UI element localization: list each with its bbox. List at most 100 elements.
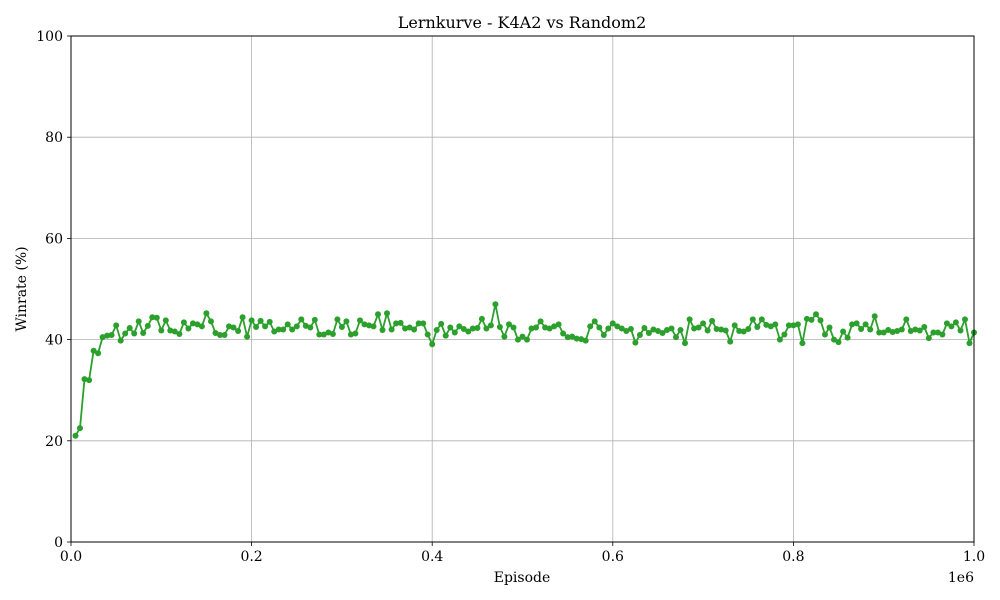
data-point [840,328,847,335]
data-point [560,330,567,337]
data-point [645,330,652,336]
plot-frame [70,35,975,543]
data-point [352,330,359,337]
data-point [176,331,183,337]
data-point [221,332,228,338]
data-point [329,331,336,337]
data-point [772,321,779,328]
data-point [384,310,390,317]
data-point [767,323,774,330]
data-point [609,320,616,327]
data-point [948,323,955,330]
data-point [641,325,648,331]
data-point [650,326,657,333]
data-point [217,332,223,338]
data-point [456,323,463,330]
data-point [149,314,156,321]
data-point [876,329,883,336]
data-point [722,327,729,334]
data-point [379,327,386,333]
data-point [86,377,93,384]
x-tick-label: 0.6 [602,549,624,565]
data-point [451,329,458,336]
data-point [682,340,688,347]
data-point [492,301,499,308]
data-point [316,331,323,338]
data-point [104,332,111,339]
data-point [420,320,427,327]
data-point [781,331,788,338]
data-point [478,315,485,322]
data-point [636,332,643,338]
data-point [271,328,278,335]
data-point [736,328,743,334]
data-point [302,322,309,329]
data-point [930,329,937,336]
data-point [284,321,291,328]
data-point [849,321,856,328]
data-point [582,337,589,344]
y-tick-label: 0 [54,535,63,551]
data-point [208,318,214,325]
data-point [591,318,598,325]
data-point [844,334,851,341]
data-point [808,316,815,323]
data-point [700,320,707,327]
data-point [817,317,824,324]
data-point [275,326,282,333]
data-point [438,320,445,327]
x-tick-label: 1.0 [963,549,985,565]
data-point [790,322,797,329]
data-point [668,325,675,332]
data-point [813,311,819,318]
data-point [153,314,160,321]
data-point [704,327,711,334]
data-point [185,325,192,332]
data-point [140,330,147,336]
data-point [867,326,874,333]
data-point [537,318,544,325]
data-point [226,323,232,330]
data-point [758,316,765,323]
data-point [483,325,490,332]
x-tick-label: 0.8 [782,549,804,565]
data-point [803,315,810,322]
data-point [144,322,151,329]
data-point [934,329,941,336]
data-point [293,323,300,330]
data-point [921,324,928,330]
data-point [754,324,761,330]
data-point [749,316,756,323]
data-point [126,325,133,331]
data-point [506,321,512,328]
chart-title: Lernkurve - K4A2 vs Random2 [398,13,647,32]
data-point [167,327,174,334]
data-point [95,350,102,357]
data-point [424,331,431,338]
data-point [402,325,409,332]
data-point [496,324,503,330]
data-point [709,317,716,324]
data-point [469,325,476,332]
data-point [298,316,305,323]
x-axis-scale-label: 1e6 [948,570,974,586]
data-point [501,333,508,340]
data-point [117,337,124,344]
data-point [189,320,196,327]
data-point [465,328,472,335]
data-point [962,316,968,323]
data-point [429,341,436,348]
data-point [180,319,187,326]
data-point [415,320,422,327]
data-point [533,324,539,331]
ticks: 0.0 0.2 0.4 0.6 0.8 1.0 0 20 40 60 80 100 [36,29,985,565]
data-point [406,324,413,331]
y-tick-label: 100 [36,29,63,45]
data-point [131,330,138,337]
data-point [691,325,698,332]
data-point [686,316,693,323]
data-point [77,425,83,432]
data-point [673,334,679,341]
data-point [474,325,481,331]
